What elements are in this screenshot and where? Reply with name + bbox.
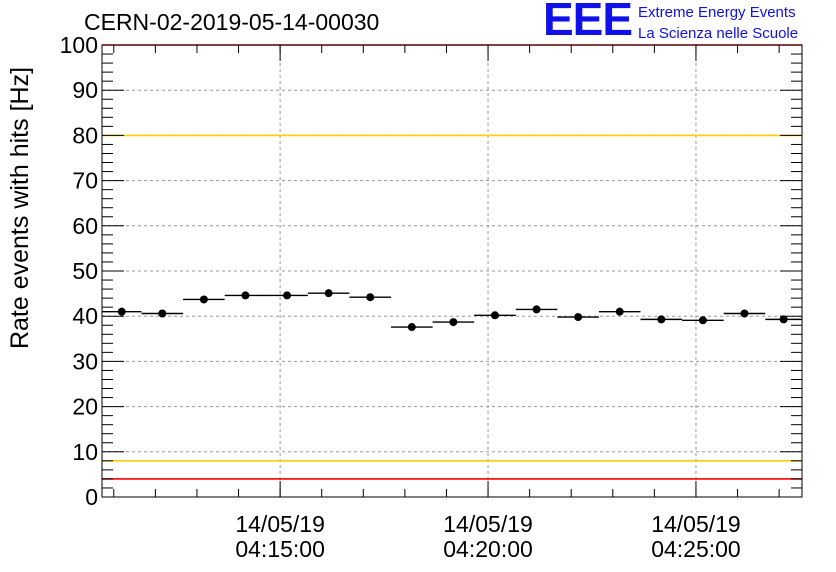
data-point	[657, 315, 666, 324]
data-point	[698, 316, 707, 325]
y-tick-label: 10	[72, 439, 98, 465]
y-tick-label: 80	[72, 122, 98, 148]
data-point	[366, 293, 375, 302]
grid-layer	[102, 45, 802, 497]
x-tick-label-date: 14/05/19	[443, 511, 533, 537]
data-point	[532, 305, 541, 314]
y-tick-label: 20	[72, 394, 98, 420]
y-tick-label: 40	[72, 303, 98, 329]
run-title: CERN-02-2019-05-14-00030	[84, 9, 380, 35]
y-tick-label: 70	[72, 168, 98, 194]
data-point	[117, 307, 126, 316]
data-point	[158, 309, 167, 318]
y-tick-label: 100	[60, 32, 98, 58]
data-point	[490, 311, 499, 320]
data-point	[324, 289, 333, 298]
x-tick-label-time: 04:25:00	[651, 536, 741, 562]
y-tick-label: 0	[85, 484, 98, 510]
eee-logo: EEE	[543, 0, 633, 45]
y-tick-label: 30	[72, 348, 98, 374]
y-tick-label: 60	[72, 213, 98, 239]
y-axis-label: Rate events with hits [Hz]	[6, 67, 34, 349]
plot-frame	[101, 44, 803, 498]
data-points	[102, 289, 802, 332]
data-point	[283, 291, 292, 300]
data-point	[740, 309, 749, 318]
data-point	[241, 291, 250, 300]
y-tick-label: 90	[72, 77, 98, 103]
data-point	[574, 313, 583, 322]
x-tick-label-date: 14/05/19	[651, 511, 741, 537]
data-point	[779, 315, 788, 324]
x-tick-label-time: 04:15:00	[235, 536, 325, 562]
x-tick-label-time: 04:20:00	[443, 536, 533, 562]
axes: 010203040506070809010014/05/1904:15:0014…	[60, 32, 803, 562]
y-tick-label: 50	[72, 258, 98, 284]
data-point	[615, 307, 624, 316]
reference-lines	[102, 44, 802, 480]
data-point	[407, 323, 416, 332]
logo-text-line1: Extreme Energy Events	[638, 4, 796, 21]
data-point	[449, 318, 458, 327]
x-tick-label-date: 14/05/19	[235, 511, 325, 537]
data-point	[199, 295, 208, 304]
logo-text-line2: La Scienza nelle Scuole	[638, 25, 799, 42]
